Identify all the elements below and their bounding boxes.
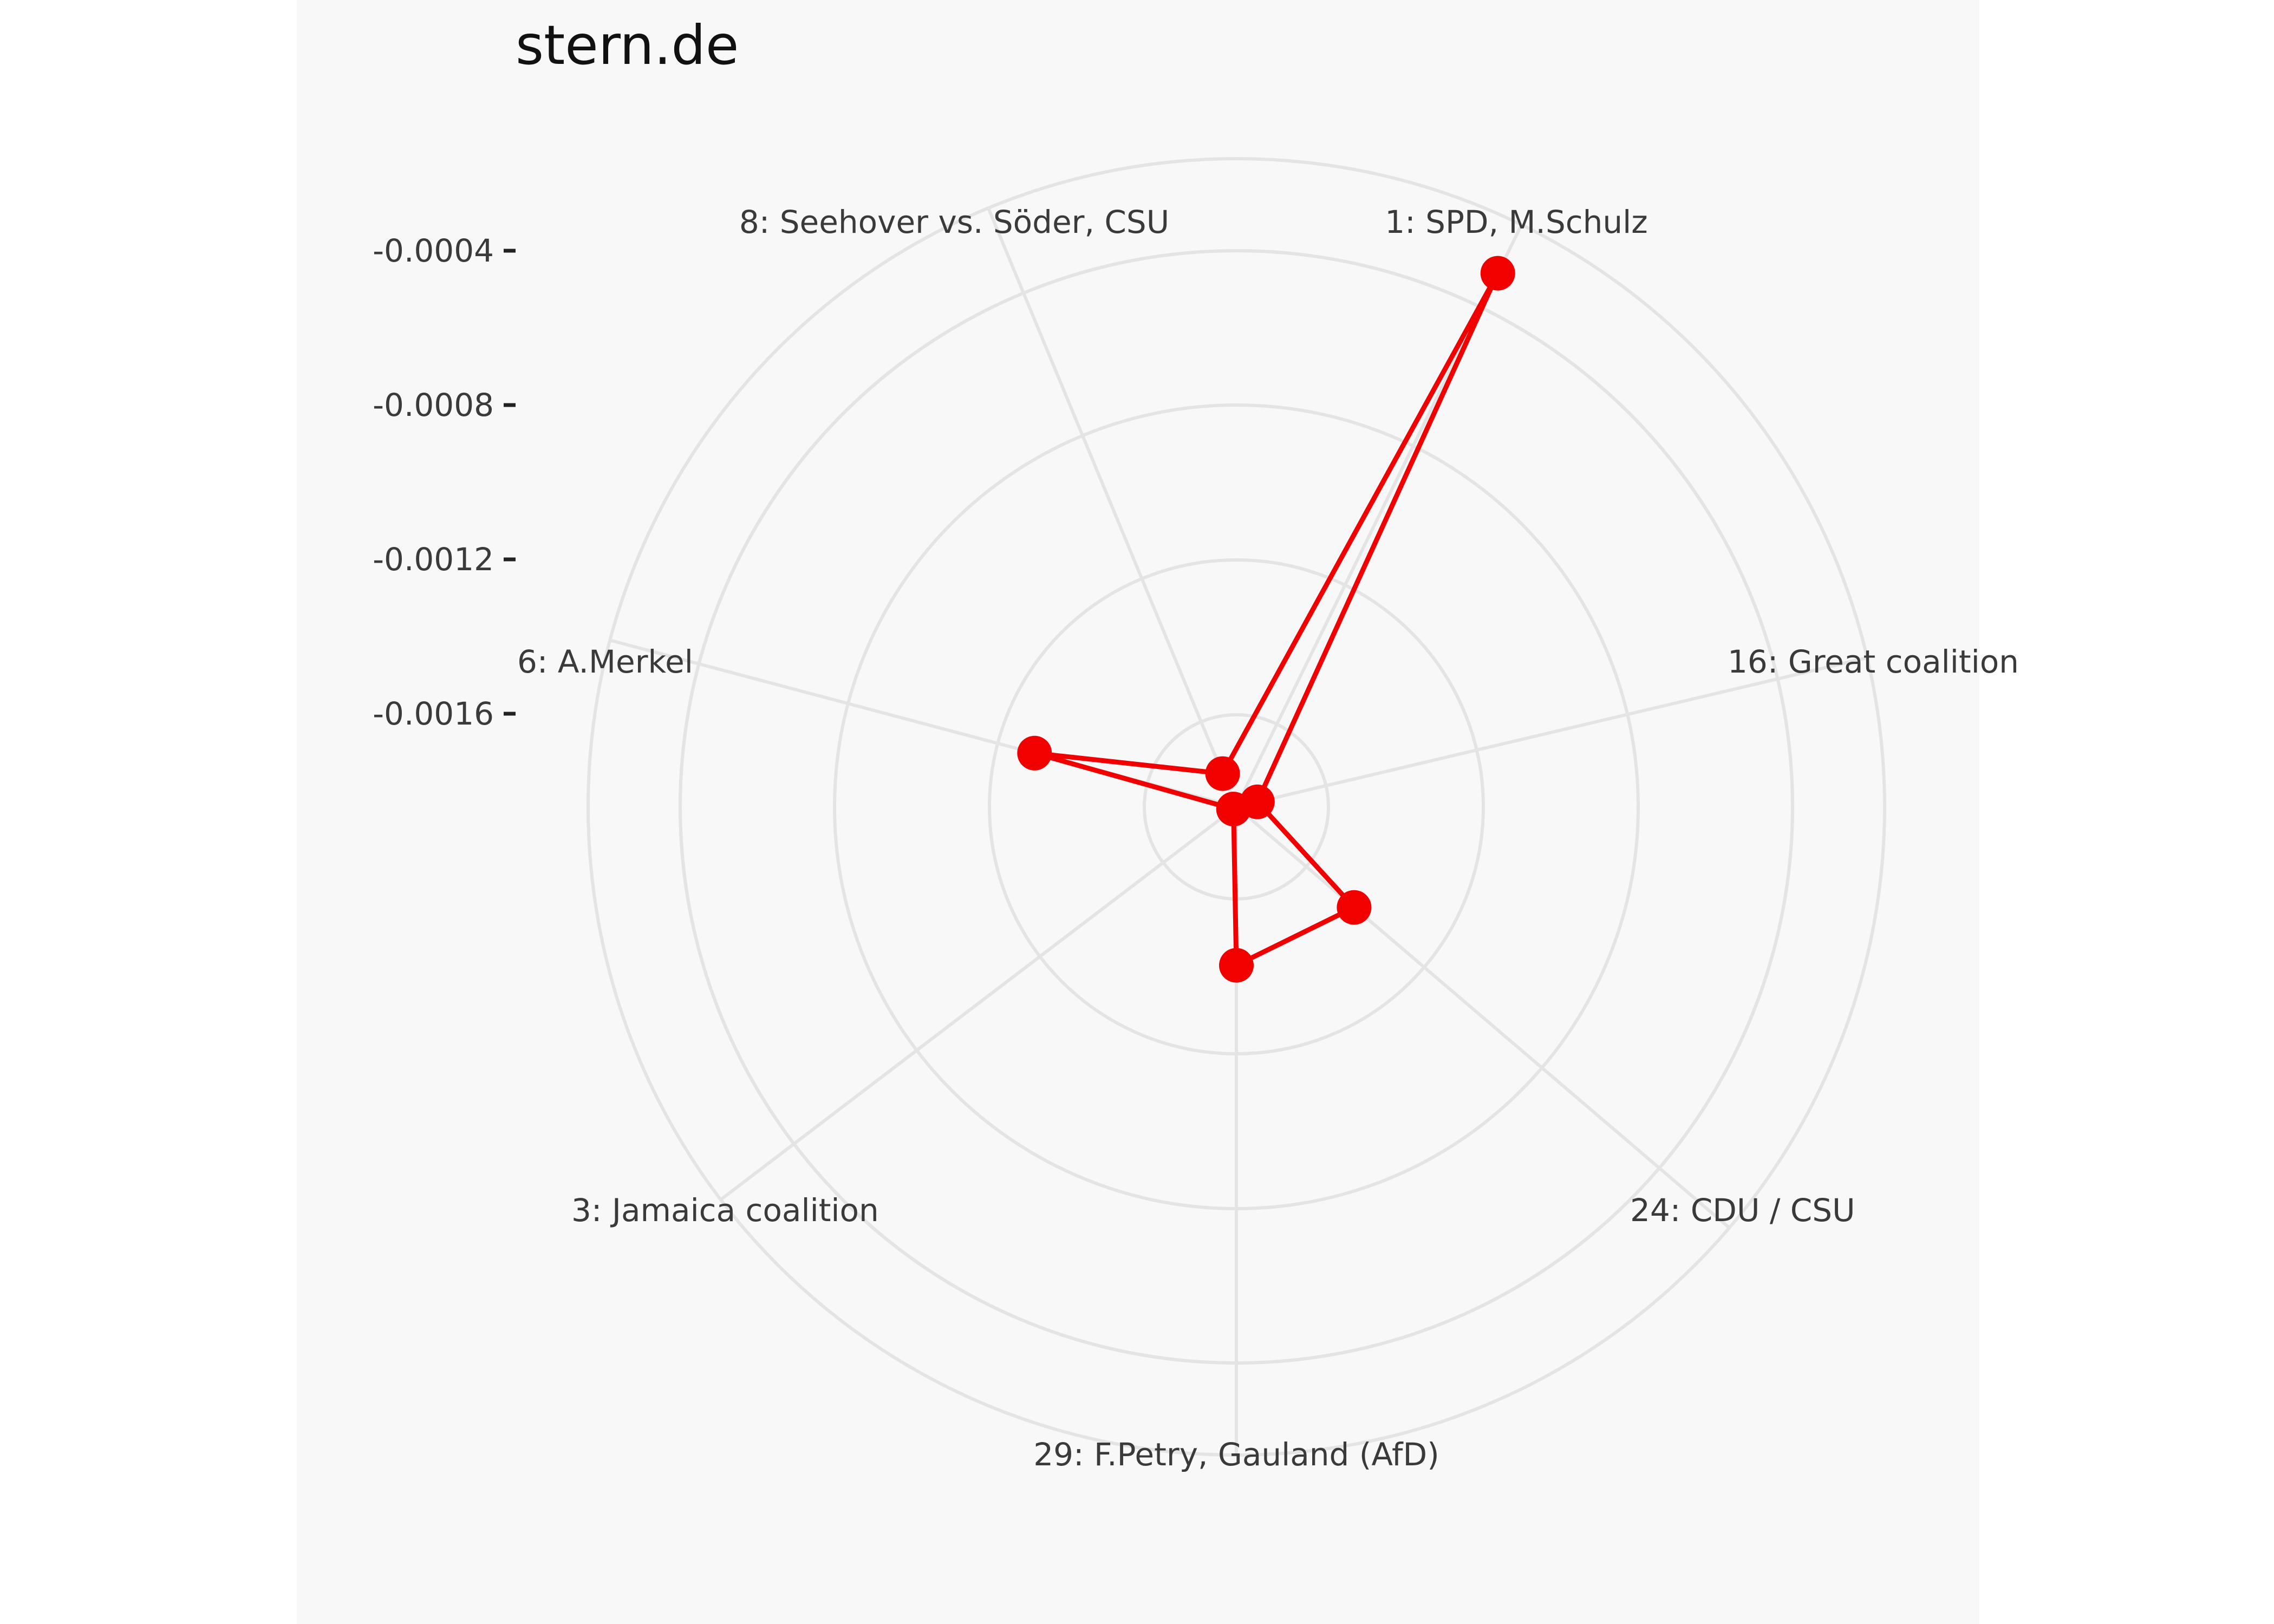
series-line (1032, 271, 1501, 968)
axis-labels: 1: SPD, M.Schulz 16: Great coalition 24: C… (517, 204, 2019, 1473)
grid-spoke (1235, 805, 1731, 1229)
data-point (1219, 948, 1254, 983)
data-point (1216, 792, 1251, 826)
series (1017, 256, 1515, 983)
data-point (1017, 735, 1052, 771)
grid-spoke (1236, 656, 1868, 808)
radial-axis: -0.0004 -0.0008 -0.0012 -0.0016 (373, 232, 516, 732)
data-point (1480, 256, 1515, 291)
tick-label: -0.0008 (373, 387, 494, 423)
grid-spoke (720, 805, 1237, 1201)
tick-label: -0.0012 (373, 541, 494, 578)
axis-label: 29: F.Petry, Gauland (AfD) (1033, 1436, 1439, 1473)
axis-label: 16: Great coalition (1728, 643, 2019, 680)
grid (587, 157, 1886, 1457)
axis-label: 24: CDU / CSU (1630, 1192, 1855, 1229)
tick-label: -0.0004 (373, 232, 494, 269)
axis-label: 3: Jamaica coalition (571, 1192, 879, 1229)
axis-label: 8: Seehover vs. Söder, CSU (739, 204, 1169, 240)
chart-title: stern.de (516, 14, 739, 77)
data-point (1337, 890, 1372, 925)
axis-label: 6: A.Merkel (517, 643, 693, 680)
data-point (1205, 756, 1240, 791)
axis-label: 1: SPD, M.Schulz (1385, 204, 1647, 240)
tick-label: -0.0016 (373, 695, 494, 732)
grid-spoke (987, 207, 1238, 808)
